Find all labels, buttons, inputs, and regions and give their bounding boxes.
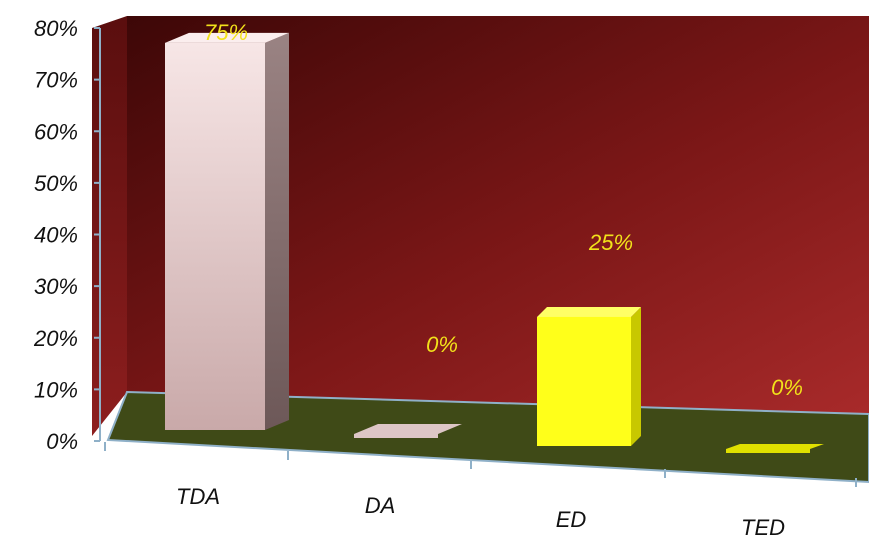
bar-side	[631, 306, 641, 446]
bar-ted	[726, 444, 824, 453]
bar-tda	[165, 32, 289, 430]
data-label: 0%	[426, 332, 458, 357]
x-category-label: TED	[741, 515, 785, 536]
y-tick-label: 30%	[34, 274, 78, 299]
bar-flat	[354, 424, 462, 438]
data-labels: 75% 0% 25% 0%	[204, 20, 803, 400]
bar-flat	[726, 444, 824, 453]
back-wall	[127, 16, 869, 414]
bars	[165, 32, 824, 453]
y-tick-label: 50%	[34, 171, 78, 196]
bar-front	[537, 316, 631, 446]
bar-ed	[537, 306, 641, 446]
bar-top	[537, 306, 641, 317]
y-tick-label: 70%	[34, 68, 78, 93]
x-category-label: ED	[556, 507, 587, 532]
chart-walls	[92, 16, 869, 484]
y-tick-label: 60%	[34, 119, 78, 144]
y-tick-label: 0%	[46, 429, 78, 454]
data-label: 75%	[204, 20, 248, 45]
y-tick-label: 20%	[33, 326, 78, 351]
x-category-label: DA	[365, 493, 396, 518]
y-axis: 0% 10% 20% 30% 40% 50% 60% 70% 80%	[33, 16, 101, 454]
data-label: 25%	[588, 230, 633, 255]
bar-front	[165, 42, 265, 430]
y-tick-label: 10%	[34, 377, 78, 402]
bar-top	[165, 32, 289, 43]
y-tick-label: 40%	[34, 223, 78, 248]
y-tick-label: 80%	[34, 16, 78, 41]
bar-da	[354, 424, 462, 438]
x-category-label: TDA	[176, 484, 220, 509]
data-label: 0%	[771, 375, 803, 400]
bar-side	[265, 32, 289, 430]
